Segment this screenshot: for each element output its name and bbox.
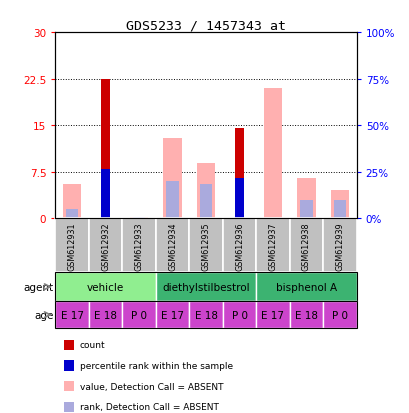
Bar <box>222 301 256 328</box>
Text: agent: agent <box>23 282 54 292</box>
Text: E 18: E 18 <box>294 310 317 320</box>
Bar <box>256 219 289 273</box>
Title: GDS5233 / 1457343_at: GDS5233 / 1457343_at <box>126 19 285 32</box>
Bar <box>330 191 348 219</box>
Text: diethylstilbestrol: diethylstilbestrol <box>162 282 249 292</box>
Bar <box>234 179 244 219</box>
Bar <box>322 219 356 273</box>
Text: P 0: P 0 <box>331 310 347 320</box>
Text: E 17: E 17 <box>261 310 284 320</box>
Bar <box>155 219 189 273</box>
Text: count: count <box>80 340 106 349</box>
Text: value, Detection Call = ABSENT: value, Detection Call = ABSENT <box>80 382 223 391</box>
Bar <box>130 218 148 219</box>
Bar <box>299 200 312 219</box>
Bar <box>199 185 212 219</box>
Bar <box>333 200 346 219</box>
Bar <box>65 210 78 219</box>
Bar <box>263 89 281 219</box>
Bar <box>234 129 244 219</box>
Bar <box>256 301 289 328</box>
Text: bisphenol A: bisphenol A <box>275 282 336 292</box>
Bar <box>155 301 189 328</box>
Text: percentile rank within the sample: percentile rank within the sample <box>80 361 232 370</box>
Bar <box>101 79 110 219</box>
Text: GSM612934: GSM612934 <box>168 221 177 270</box>
Bar <box>166 182 178 219</box>
Text: GSM612933: GSM612933 <box>134 221 143 270</box>
Bar <box>222 219 256 273</box>
Bar <box>256 273 356 301</box>
Text: P 0: P 0 <box>131 310 147 320</box>
Bar <box>133 217 145 219</box>
Text: E 17: E 17 <box>161 310 184 320</box>
Bar <box>122 219 155 273</box>
Text: E 18: E 18 <box>194 310 217 320</box>
Text: GSM612935: GSM612935 <box>201 221 210 270</box>
Text: GSM612936: GSM612936 <box>234 221 243 270</box>
Text: E 18: E 18 <box>94 310 117 320</box>
Bar <box>289 301 322 328</box>
Bar <box>55 273 155 301</box>
Bar <box>289 219 322 273</box>
Bar <box>63 185 81 219</box>
Bar <box>189 301 222 328</box>
Text: GSM612931: GSM612931 <box>67 221 76 270</box>
Bar <box>155 273 256 301</box>
Text: GSM612938: GSM612938 <box>301 221 310 270</box>
Bar <box>89 219 122 273</box>
Text: age: age <box>34 310 54 320</box>
Bar <box>122 301 155 328</box>
Bar <box>101 169 110 219</box>
Text: vehicle: vehicle <box>87 282 124 292</box>
Text: E 17: E 17 <box>61 310 83 320</box>
Text: GSM612937: GSM612937 <box>268 221 277 270</box>
Text: GSM612939: GSM612939 <box>335 221 344 270</box>
Text: GSM612932: GSM612932 <box>101 221 110 270</box>
Bar <box>55 219 89 273</box>
Bar <box>163 138 181 219</box>
Bar <box>322 301 356 328</box>
Bar <box>189 219 222 273</box>
Bar <box>55 301 89 328</box>
Bar <box>89 301 122 328</box>
Bar <box>297 179 315 219</box>
Bar <box>196 163 215 219</box>
Text: P 0: P 0 <box>231 310 247 320</box>
Text: rank, Detection Call = ABSENT: rank, Detection Call = ABSENT <box>80 402 218 411</box>
